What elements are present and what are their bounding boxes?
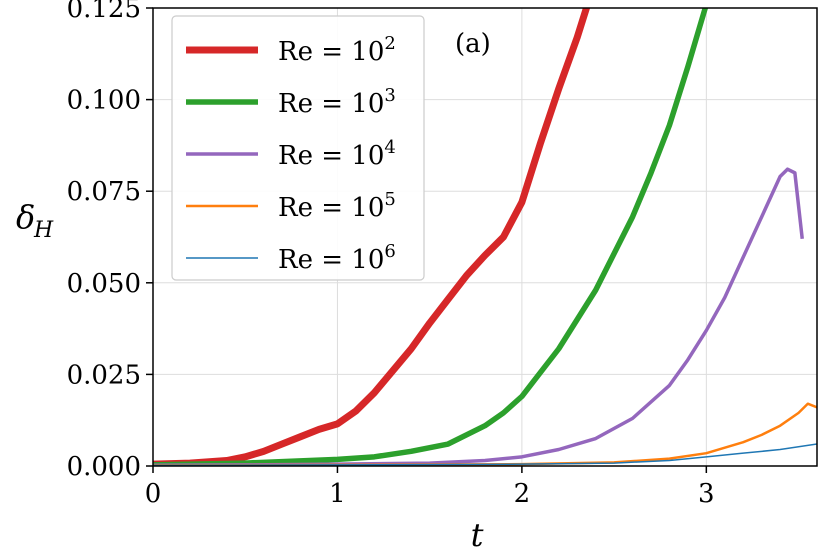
legend-label-base: Re = 10 xyxy=(278,141,384,171)
y-tick-label: 0.125 xyxy=(67,0,141,24)
legend-label-re-1e6: Re = 106 xyxy=(278,241,396,275)
legend-frame xyxy=(171,15,425,281)
y-tick-label: 0.075 xyxy=(67,177,141,207)
panel-label-text: (a) xyxy=(455,29,491,59)
legend-label-re-1e5: Re = 105 xyxy=(278,189,396,223)
x-tick-label: 2 xyxy=(514,479,531,509)
legend-label-exponent: 5 xyxy=(384,189,395,210)
legend-label-exponent: 2 xyxy=(384,33,395,54)
legend-label-re-1e4: Re = 104 xyxy=(278,137,396,171)
legend-label-exponent: 6 xyxy=(384,241,395,262)
legend-label-base: Re = 10 xyxy=(278,193,384,223)
panel-label: (a) xyxy=(455,29,491,59)
x-tick-label: 3 xyxy=(698,479,715,509)
legend-label-base: Re = 10 xyxy=(278,245,384,275)
x-axis-label: t xyxy=(471,516,484,554)
series-layer xyxy=(153,8,817,466)
x-tick-label: 0 xyxy=(145,479,162,509)
legend-label-exponent: 3 xyxy=(384,85,395,106)
series-line-re-1e2 xyxy=(153,8,591,466)
legend-label-re-1e3: Re = 103 xyxy=(278,85,396,119)
series-line-re-1e6 xyxy=(153,443,817,466)
legend-label-exponent: 4 xyxy=(384,137,395,158)
y-tick-label: 0.025 xyxy=(67,360,141,390)
series-line-re-1e3 xyxy=(153,8,709,466)
axis-ticks: 0 1 2 3 0.000 0.025 0.050 0.075 0.100 0.125 xyxy=(67,0,715,509)
legend-label-re-1e2: Re = 102 xyxy=(278,33,396,67)
y-axis-label-main: δ xyxy=(16,198,35,236)
y-tick-label: 0.050 xyxy=(67,269,141,299)
plot-frame xyxy=(152,7,818,467)
x-tick-label: 1 xyxy=(329,479,346,509)
y-tick-label: 0.100 xyxy=(67,86,141,116)
legend-label-base: Re = 10 xyxy=(278,37,384,67)
y-axis-label: δ H xyxy=(16,198,54,243)
series-line-re-1e4 xyxy=(153,167,804,466)
y-axis-label-subscript: H xyxy=(33,218,54,243)
y-tick-label: 0.000 xyxy=(67,452,141,482)
legend-label-base: Re = 10 xyxy=(278,89,384,119)
